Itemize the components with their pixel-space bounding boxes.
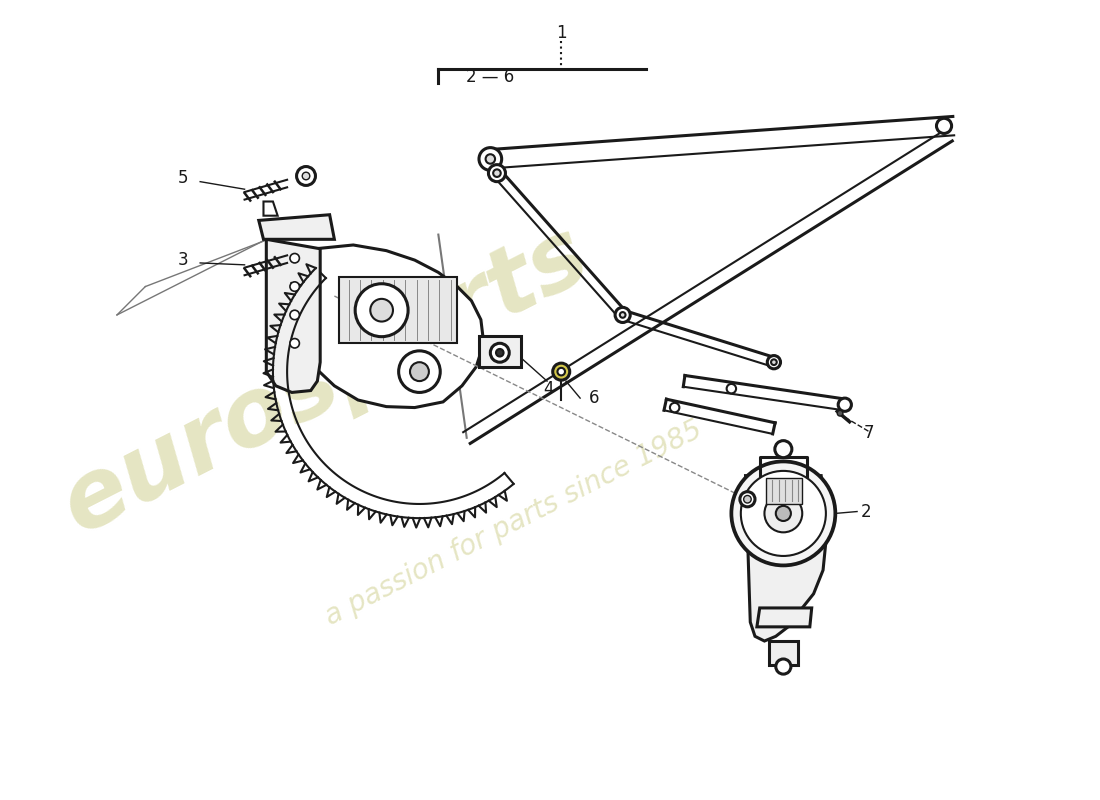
Text: 2 — 6: 2 — 6 xyxy=(466,68,515,86)
Polygon shape xyxy=(266,239,320,393)
Circle shape xyxy=(478,148,502,170)
Circle shape xyxy=(371,299,393,322)
Circle shape xyxy=(837,410,843,416)
Circle shape xyxy=(774,441,792,458)
Circle shape xyxy=(764,494,802,532)
Polygon shape xyxy=(478,336,520,367)
Circle shape xyxy=(558,368,565,375)
Circle shape xyxy=(290,310,299,320)
Text: 7: 7 xyxy=(864,424,873,442)
Polygon shape xyxy=(757,608,812,627)
Circle shape xyxy=(290,254,299,263)
Circle shape xyxy=(491,343,509,362)
Circle shape xyxy=(727,384,736,394)
Text: 5: 5 xyxy=(178,169,188,187)
Circle shape xyxy=(619,312,626,318)
Circle shape xyxy=(615,307,630,322)
Circle shape xyxy=(838,398,851,411)
Text: eurosparts: eurosparts xyxy=(46,209,604,554)
Circle shape xyxy=(936,118,952,134)
Circle shape xyxy=(488,165,506,182)
Circle shape xyxy=(552,363,570,380)
Circle shape xyxy=(398,351,440,393)
Circle shape xyxy=(290,282,299,291)
Circle shape xyxy=(670,403,680,412)
Text: 3: 3 xyxy=(178,251,188,269)
Circle shape xyxy=(744,495,751,503)
Polygon shape xyxy=(769,641,798,665)
Circle shape xyxy=(297,166,316,186)
Circle shape xyxy=(485,154,495,164)
Polygon shape xyxy=(339,277,458,343)
Text: 4: 4 xyxy=(543,380,554,398)
Circle shape xyxy=(740,471,826,556)
Circle shape xyxy=(493,170,500,177)
Circle shape xyxy=(732,462,835,566)
Polygon shape xyxy=(264,202,277,216)
Circle shape xyxy=(776,506,791,521)
Circle shape xyxy=(290,338,299,348)
Text: a passion for parts since 1985: a passion for parts since 1985 xyxy=(321,415,707,630)
Polygon shape xyxy=(767,478,802,504)
Circle shape xyxy=(771,359,777,365)
Text: 2: 2 xyxy=(861,502,872,521)
Circle shape xyxy=(740,492,755,507)
Text: 6: 6 xyxy=(590,389,600,407)
Polygon shape xyxy=(258,214,334,239)
Circle shape xyxy=(302,172,310,180)
Circle shape xyxy=(355,284,408,337)
Text: 1: 1 xyxy=(556,24,566,42)
Circle shape xyxy=(768,355,781,369)
Circle shape xyxy=(776,659,791,674)
Polygon shape xyxy=(746,476,826,641)
Polygon shape xyxy=(297,245,484,407)
Circle shape xyxy=(496,349,504,357)
Circle shape xyxy=(410,362,429,381)
